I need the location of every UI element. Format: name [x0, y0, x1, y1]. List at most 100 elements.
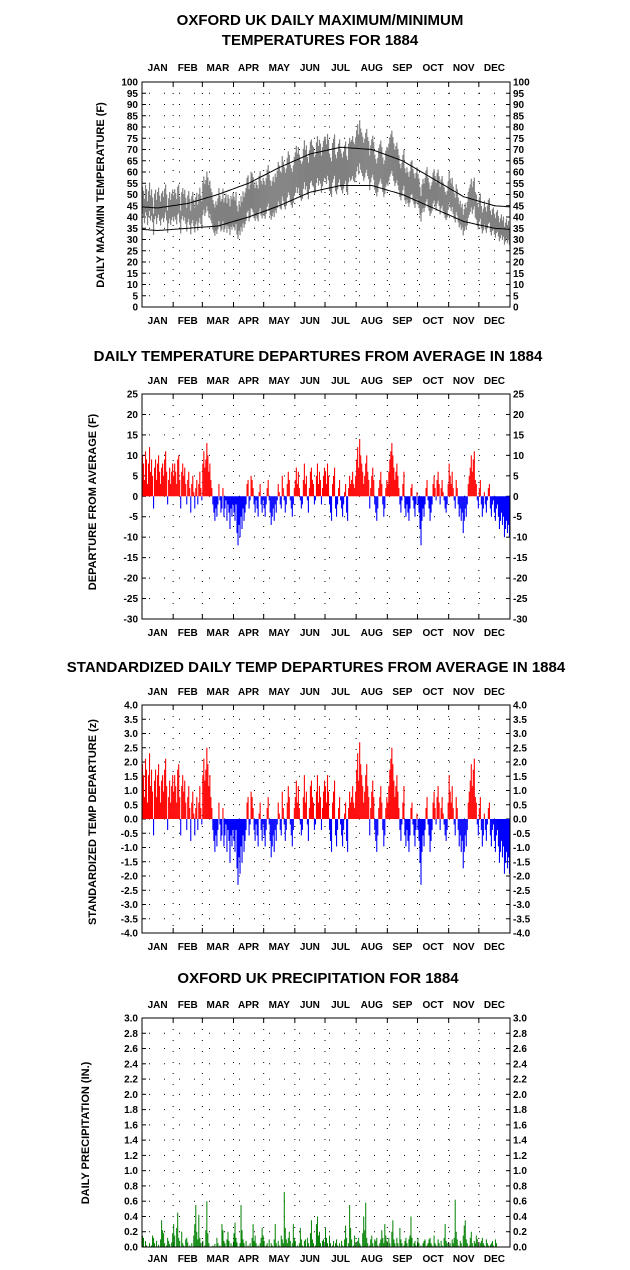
plot-1	[141, 81, 511, 308]
chart4-title: OXFORD UK PRECIPITATION FOR 1884	[177, 970, 459, 987]
month-label-top: MAR	[207, 1000, 231, 1011]
month-label-top: JAN	[148, 376, 168, 387]
y-tick-right: 2.8	[513, 1029, 527, 1040]
y-tick-right: 0.4	[513, 1212, 527, 1223]
y-tick-left: 25	[127, 246, 139, 257]
y-tick-left: 90	[127, 100, 139, 111]
month-label-bottom: DEC	[484, 628, 505, 639]
month-label-top: SEP	[392, 687, 412, 698]
y-tick-right: -0.5	[513, 829, 531, 840]
y-tick-right: 2.0	[513, 758, 527, 769]
y-tick-left: 65	[127, 156, 139, 167]
y-tick-left: 0.5	[124, 800, 138, 811]
y-tick-left: 2.0	[124, 1090, 138, 1101]
month-label-bottom: APR	[238, 942, 260, 953]
y-tick-left: 2.2	[124, 1075, 138, 1086]
y-tick-right: 1.0	[513, 1166, 527, 1177]
y-tick-right: 85	[513, 111, 525, 122]
month-label-bottom: OCT	[423, 316, 444, 327]
observed-maxmin-bars	[141, 120, 511, 246]
y-tick-right: -2.0	[513, 872, 531, 883]
month-label-bottom: OCT	[423, 628, 444, 639]
month-label-top: OCT	[423, 687, 444, 698]
month-label-top: NOV	[453, 687, 475, 698]
y-tick-left: -30	[124, 615, 139, 626]
month-label-bottom: SEP	[392, 942, 412, 953]
month-label-bottom: NOV	[453, 316, 475, 327]
y-tick-left: 0.6	[124, 1197, 138, 1208]
month-label-top: JUN	[300, 63, 320, 74]
y-tick-right: 1.5	[513, 772, 527, 783]
y-tick-left: -4.0	[121, 929, 139, 940]
month-label-top: JAN	[148, 687, 168, 698]
y-tick-left: -10	[124, 533, 139, 544]
month-label-top: DEC	[484, 376, 505, 387]
month-label-bottom: AUG	[361, 942, 383, 953]
y-tick-left: -15	[124, 553, 139, 564]
y-tick-right: 1.8	[513, 1105, 527, 1116]
chart1-ylabel: DAILY MAX/MIN TEMPERATURE (F)	[95, 102, 107, 288]
y-tick-right: 55	[513, 179, 525, 190]
y-tick-left: 25	[127, 390, 139, 401]
y-tick-right: 2.4	[513, 1059, 527, 1070]
month-label-bottom: JUN	[300, 1254, 320, 1265]
y-tick-left: 2.0	[124, 758, 138, 769]
y-tick-left: 0.0	[124, 1243, 138, 1254]
month-label-top: JUN	[300, 1000, 320, 1011]
month-label-top: OCT	[423, 1000, 444, 1011]
y-tick-left: -2.0	[121, 872, 139, 883]
y-tick-right: 20	[513, 258, 525, 269]
y-tick-right: 5	[513, 291, 519, 302]
y-tick-right: 3.0	[513, 729, 527, 740]
month-label-bottom: NOV	[453, 628, 475, 639]
month-label-top: AUG	[361, 1000, 383, 1011]
y-tick-right: 35	[513, 224, 525, 235]
y-tick-left: 45	[127, 201, 139, 212]
y-tick-right: 1.4	[513, 1136, 527, 1147]
y-tick-right: -3.0	[513, 900, 531, 911]
y-tick-left: 10	[127, 280, 139, 291]
normal-min-line	[141, 185, 511, 232]
y-tick-right: 5	[513, 471, 519, 482]
plot-4	[141, 1017, 511, 1248]
y-tick-right: 10	[513, 451, 525, 462]
month-label-top: DEC	[484, 687, 505, 698]
month-label-top: JUL	[331, 1000, 350, 1011]
month-label-bottom: SEP	[392, 628, 412, 639]
month-label-bottom: MAY	[269, 316, 291, 327]
y-tick-left: -5	[129, 512, 138, 523]
y-tick-left: 20	[127, 258, 139, 269]
y-tick-right: 65	[513, 156, 525, 167]
month-label-bottom: APR	[238, 628, 260, 639]
month-label-bottom: APR	[238, 1254, 260, 1265]
y-tick-left: -3.0	[121, 900, 139, 911]
month-label-top: APR	[238, 1000, 260, 1011]
normal-max-line	[141, 146, 511, 209]
y-tick-left: 4.0	[124, 701, 138, 712]
month-label-top: MAR	[207, 63, 231, 74]
y-tick-right: -1.0	[513, 843, 531, 854]
plot-frame	[141, 81, 511, 308]
month-label-top: JUN	[300, 376, 320, 387]
y-tick-right: 15	[513, 430, 525, 441]
y-tick-left: 0.8	[124, 1181, 138, 1192]
y-tick-right: 1.6	[513, 1120, 527, 1131]
chart3-ylabel: STANDARDIZED TEMP DEPARTURE (z)	[87, 719, 99, 925]
month-label-top: AUG	[361, 63, 383, 74]
month-label-top: OCT	[423, 63, 444, 74]
y-tick-left: 2.4	[124, 1059, 138, 1070]
plot-2	[141, 393, 511, 620]
y-tick-right: -25	[513, 594, 528, 605]
y-tick-left: 50	[127, 190, 139, 201]
month-label-top: APR	[238, 63, 260, 74]
y-tick-left: 30	[127, 235, 139, 246]
y-tick-right: 20	[513, 410, 525, 421]
month-label-top: JUN	[300, 687, 320, 698]
y-tick-right: 50	[513, 190, 525, 201]
month-label-top: MAY	[269, 1000, 291, 1011]
y-tick-right: 0	[513, 492, 519, 503]
month-label-bottom: FEB	[178, 316, 198, 327]
y-tick-right: 90	[513, 100, 525, 111]
chart1-title-line1: OXFORD UK DAILY MAXIMUM/MINIMUM	[177, 12, 464, 29]
y-tick-left: 20	[127, 410, 139, 421]
